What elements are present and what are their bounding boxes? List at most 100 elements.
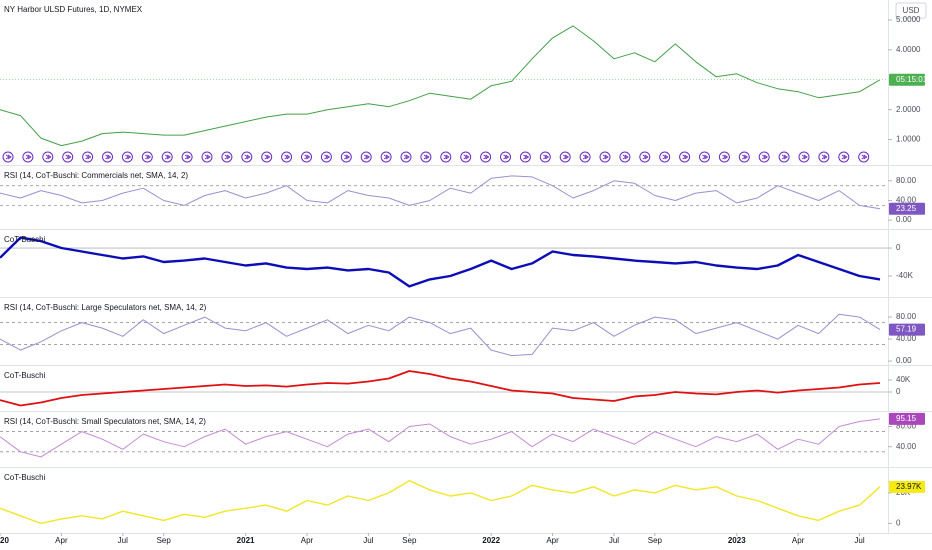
event-icon-circle <box>360 151 372 163</box>
last-value-tag <box>889 202 925 215</box>
event-icon[interactable] <box>320 151 332 163</box>
event-icon-circle <box>141 151 153 163</box>
currency: USD <box>903 6 920 15</box>
event-icon[interactable] <box>281 151 293 163</box>
event-icon[interactable] <box>201 151 213 163</box>
event-icon[interactable] <box>699 151 710 163</box>
event-icon[interactable] <box>121 151 133 163</box>
y-tick-label: -40K <box>896 271 914 280</box>
event-icon-circle <box>599 151 611 163</box>
event-icon[interactable] <box>301 151 312 163</box>
event-icon[interactable] <box>380 151 392 163</box>
event-icon-arrow <box>145 154 152 160</box>
event-icon[interactable] <box>559 151 571 163</box>
event-icon[interactable] <box>500 151 511 163</box>
pane-title: RSI (14, CoT-Buschi: Small Speculators n… <box>4 417 206 426</box>
event-icon[interactable] <box>82 151 94 163</box>
event-icon[interactable] <box>758 151 770 163</box>
event-icon[interactable] <box>221 151 233 163</box>
last-value-tag <box>889 73 925 86</box>
event-icon[interactable] <box>639 151 651 163</box>
x-tick-label: Jul <box>609 536 619 545</box>
event-icon-arrow <box>523 154 530 160</box>
event-icon-arrow <box>702 154 709 160</box>
x-tick-label: Sep <box>402 536 417 545</box>
event-icon-circle <box>161 151 173 163</box>
event-icon-arrow <box>761 154 769 160</box>
event-icon-arrow <box>344 154 351 160</box>
event-icon-circle <box>838 151 850 163</box>
event-icon[interactable] <box>181 151 193 163</box>
event-icon[interactable] <box>460 151 472 163</box>
series-line <box>0 25 881 147</box>
event-icon-circle <box>480 151 492 163</box>
event-icon-arrow <box>483 154 490 160</box>
event-icon-arrow <box>503 154 510 160</box>
currency-box[interactable] <box>895 2 927 19</box>
event-icon[interactable] <box>360 151 372 163</box>
y-tick-label: 4.0000 <box>896 45 921 54</box>
event-icon[interactable] <box>858 151 870 163</box>
event-icon[interactable] <box>599 151 611 163</box>
event-icon-circle <box>539 151 551 163</box>
event-icon[interactable] <box>440 151 452 163</box>
y-tick-label: 0 <box>896 243 901 252</box>
x-tick-label: 2022 <box>482 536 500 545</box>
event-icon-arrow <box>423 154 430 160</box>
x-tick-label: Apr <box>55 536 68 545</box>
event-icon[interactable] <box>480 151 492 163</box>
event-icon[interactable] <box>400 151 412 163</box>
event-icon[interactable] <box>22 151 34 163</box>
event-icon[interactable] <box>659 151 671 163</box>
y-tick-label: 80.00 <box>896 176 917 185</box>
event-icon[interactable] <box>161 151 173 163</box>
event-icon-circle <box>639 151 651 163</box>
event-icon-arrow <box>125 154 132 160</box>
event-icon[interactable] <box>738 151 750 163</box>
event-icon-circle <box>340 151 352 163</box>
event-icon[interactable] <box>42 151 54 163</box>
event-icon-circle <box>519 151 531 163</box>
series-line <box>0 370 881 407</box>
y-tick-label: 40.00 <box>896 334 917 343</box>
event-icon-circle <box>738 151 750 163</box>
event-icon-circle <box>559 151 571 163</box>
event-icon-arrow <box>801 154 808 160</box>
event-icon[interactable] <box>141 151 153 163</box>
event-icon[interactable] <box>798 151 810 163</box>
event-icon[interactable] <box>2 151 14 163</box>
event-icon[interactable] <box>778 151 790 163</box>
event-icon[interactable] <box>420 151 432 163</box>
event-icon-arrow <box>25 154 32 160</box>
event-icon-arrow <box>363 154 371 160</box>
event-icon-arrow <box>742 154 749 160</box>
event-icon-circle <box>320 151 332 163</box>
event-icon[interactable] <box>340 151 352 163</box>
event-icon-circle <box>440 151 452 163</box>
event-icon[interactable] <box>519 151 531 163</box>
event-icon[interactable] <box>241 151 253 163</box>
event-icon[interactable] <box>102 151 113 163</box>
event-icon-arrow <box>821 154 828 160</box>
event-icon[interactable] <box>62 151 74 163</box>
event-icon-circle <box>619 151 631 163</box>
event-icon[interactable] <box>539 151 551 163</box>
event-icon[interactable] <box>579 151 591 163</box>
event-icon-circle <box>181 151 193 163</box>
event-icon[interactable] <box>818 151 830 163</box>
event-icon-arrow <box>463 154 470 160</box>
event-icon-arrow <box>5 154 12 160</box>
event-icon[interactable] <box>619 151 631 163</box>
event-icon[interactable] <box>679 151 691 163</box>
event-icon[interactable] <box>261 151 273 163</box>
series-line <box>0 313 881 357</box>
pane-title: CoT-Buschi <box>4 371 46 380</box>
event-icon[interactable] <box>838 151 850 163</box>
x-tick-label: Jul <box>854 536 864 545</box>
event-icon[interactable] <box>718 151 730 163</box>
y-tick-label: 40.00 <box>896 442 917 451</box>
event-icon-circle <box>500 151 511 163</box>
y-tick-label: 0 <box>896 519 901 528</box>
event-icon-circle <box>301 151 312 163</box>
event-icon-arrow <box>602 154 609 160</box>
